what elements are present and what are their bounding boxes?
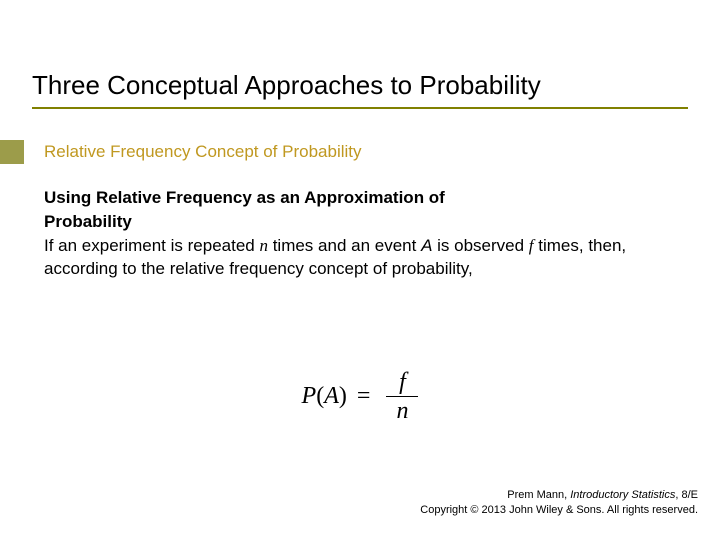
footer-book: Introductory Statistics — [570, 489, 675, 501]
footer: Prem Mann, Introductory Statistics, 8/E … — [420, 488, 698, 518]
var-n: n — [259, 236, 268, 255]
body-seg-3: is observed — [432, 236, 528, 255]
content-area: Relative Frequency Concept of Probabilit… — [44, 142, 676, 281]
accent-square — [0, 140, 24, 164]
formula-numerator: f — [386, 370, 418, 397]
footer-line-1: Prem Mann, Introductory Statistics, 8/E — [420, 488, 698, 503]
slide-title: Three Conceptual Approaches to Probabili… — [32, 70, 688, 107]
heading-line-2: Probability — [44, 212, 132, 231]
formula-fraction: f n — [386, 370, 418, 423]
body-block: Using Relative Frequency as an Approxima… — [44, 186, 676, 281]
footer-copyright: Copyright © 2013 John Wiley & Sons. All … — [420, 503, 698, 518]
var-A: A — [421, 236, 432, 255]
title-underline — [32, 107, 688, 109]
formula-denominator: n — [386, 397, 418, 423]
body-seg-1: If an experiment is repeated — [44, 236, 259, 255]
footer-edition: , 8/E — [675, 489, 698, 501]
heading-line-1: Using Relative Frequency as an Approxima… — [44, 188, 445, 207]
footer-author: Prem Mann, — [507, 489, 570, 501]
formula: P(A) = f n — [0, 370, 720, 423]
subtitle: Relative Frequency Concept of Probabilit… — [44, 142, 676, 162]
body-seg-2: times and an event — [268, 236, 421, 255]
title-area: Three Conceptual Approaches to Probabili… — [32, 70, 688, 109]
